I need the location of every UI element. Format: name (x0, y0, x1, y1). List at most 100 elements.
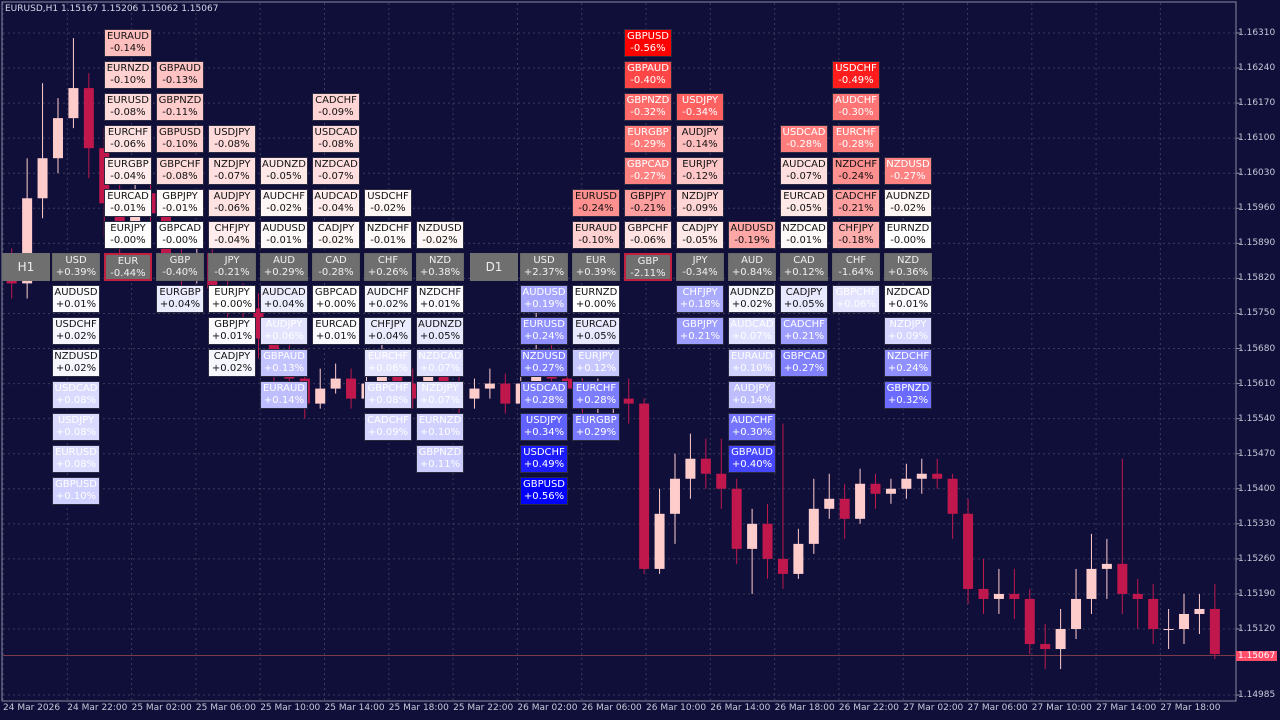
pair-cell-audjpy: AUDJPY -0.06% (208, 189, 256, 217)
cell-pair-change: +0.01% (887, 299, 929, 310)
cell-pair-name: AUDCAD (782, 159, 826, 170)
cell-pair-change: +0.49% (523, 459, 565, 470)
cell-pair-name: AUDJPY (265, 319, 303, 330)
cell-pair-change: +0.00% (315, 299, 357, 310)
cell-pair-name: NZDUSD (418, 223, 462, 234)
candle-body (1194, 608, 1205, 614)
cell-pair-change: +0.29% (263, 267, 305, 278)
cell-pair-change: +0.02% (211, 363, 253, 374)
price-label: 1.15470 (1238, 448, 1276, 459)
pair-cell-gbpcad: GBPCAD -0.27% (624, 157, 672, 185)
candle-body (747, 523, 758, 549)
candle-body (762, 523, 773, 559)
candle-body (469, 388, 480, 399)
candle-body (68, 88, 79, 119)
cell-pair-change: +0.13% (263, 363, 305, 374)
cell-pair-change: -0.01% (786, 235, 822, 246)
cell-pair-change: -0.05% (786, 203, 822, 214)
cell-pair-change: +0.19% (523, 299, 565, 310)
candle-body (346, 378, 357, 399)
candle-body (1086, 568, 1097, 599)
cell-pair-name: EUR (585, 255, 607, 266)
pair-cell-cadjpy: CADJPY -0.02% (312, 221, 360, 249)
pair-cell-eurcad: EURCAD +0.01% (312, 317, 360, 345)
cell-pair-change: +0.12% (783, 267, 825, 278)
cell-pair-name: NZDCAD (418, 351, 462, 362)
current-price-label: 1.15067 (1236, 650, 1278, 661)
cell-pair-name: USD (65, 255, 87, 266)
pair-cell-audnzd: AUDNZD +0.02% (728, 285, 776, 313)
cell-pair-name: AUDNZD (418, 319, 462, 330)
price-label: 1.16310 (1238, 28, 1276, 38)
cell-pair-change: -0.01% (110, 203, 146, 214)
cell-pair-change: +0.04% (263, 299, 305, 310)
cell-pair-name: NZDUSD (886, 159, 930, 170)
cell-pair-name: AUDUSD (262, 223, 306, 234)
pair-cell-gbpcad: GBPCAD +0.00% (312, 285, 360, 313)
cell-pair-change: +0.07% (419, 395, 461, 406)
cell-pair-name: NZDJPY (681, 191, 719, 202)
candle-body (623, 398, 634, 404)
candle-body (315, 388, 326, 404)
cell-pair-name: NZDJPY (213, 159, 251, 170)
cell-pair-name: CADJPY (681, 223, 719, 234)
cell-pair-change: +0.14% (731, 395, 773, 406)
pair-cell-eurchf: EURCHF -0.28% (832, 125, 880, 153)
cell-pair-change: -0.07% (786, 171, 822, 182)
cell-pair-name: GBP (637, 256, 659, 267)
cell-pair-name: NZDCAD (314, 159, 358, 170)
cell-pair-change: -1.64% (838, 267, 874, 278)
chart-frame (1, 1, 1237, 702)
pair-cell-usdjpy: USDJPY +0.34% (520, 413, 568, 441)
pair-cell-gbpjpy: GBPJPY -0.01% (156, 189, 204, 217)
pair-cell-nzdchf: NZDCHF -0.24% (832, 157, 880, 185)
candle-body (83, 88, 94, 149)
cell-pair-name: USDCAD (314, 127, 358, 138)
cell-pair-change: +0.01% (315, 331, 357, 342)
cell-pair-name: AUDUSD (54, 287, 98, 298)
cell-pair-name: NZDCHF (366, 223, 410, 234)
cell-pair-change: -0.28% (786, 139, 822, 150)
pair-cell-gbpchf: GBPCHF -0.08% (156, 157, 204, 185)
candle-body (268, 338, 279, 359)
candle-body (1009, 593, 1020, 599)
cell-pair-change: +0.07% (731, 331, 773, 342)
cell-pair-change: -0.08% (110, 107, 146, 118)
time-label: 25 Mar 10:00 (260, 703, 321, 713)
candle-body (52, 118, 63, 159)
candle-body (22, 198, 33, 284)
candle-body (947, 478, 958, 514)
cell-pair-change: +0.11% (419, 459, 461, 470)
cell-pair-name: EURUSD (575, 191, 617, 202)
cell-pair-change: -0.12% (682, 171, 718, 182)
pair-cell-nzdjpy: NZDJPY +0.07% (416, 381, 464, 409)
time-label: 27 Mar 02:00 (903, 703, 964, 713)
cell-pair-name: EURJPY (682, 159, 718, 170)
currency-strength-nzd: NZD +0.36% (884, 253, 932, 281)
cell-pair-change: +0.06% (263, 331, 305, 342)
cell-pair-change: +0.08% (55, 459, 97, 470)
cell-pair-change: +0.14% (263, 395, 305, 406)
cell-pair-change: +0.09% (887, 331, 929, 342)
cell-pair-change: -0.32% (630, 107, 666, 118)
cell-pair-name: GBPUSD (626, 31, 669, 42)
currency-strength-chf: CHF -1.64% (832, 253, 880, 281)
cell-pair-name: EURCHF (835, 127, 877, 138)
symbol-info: EURUSD,H1 1.15167 1.15206 1.15062 1.1506… (5, 4, 219, 14)
pair-cell-audnzd: AUDNZD -0.05% (260, 157, 308, 185)
pair-cell-gbpaud: GBPAUD -0.40% (624, 61, 672, 89)
cell-pair-name: EURUSD (55, 447, 97, 458)
pair-cell-euraud: EURAUD +0.14% (260, 381, 308, 409)
cell-pair-change: +0.10% (731, 363, 773, 374)
price-label: 1.16170 (1238, 98, 1276, 109)
candle-body (1132, 593, 1143, 599)
cell-pair-change: -0.09% (682, 203, 718, 214)
candle-body (793, 543, 804, 574)
pair-cell-gbpusd: GBPUSD +0.56% (520, 477, 568, 505)
time-label: 25 Mar 18:00 (388, 703, 449, 713)
pair-cell-chfjpy: CHFJPY -0.18% (832, 221, 880, 249)
pair-cell-audnzd: AUDNZD +0.05% (416, 317, 464, 345)
cell-pair-change: -2.11% (630, 268, 666, 279)
cell-pair-change: +0.08% (55, 395, 97, 406)
cell-pair-change: +0.38% (419, 267, 461, 278)
